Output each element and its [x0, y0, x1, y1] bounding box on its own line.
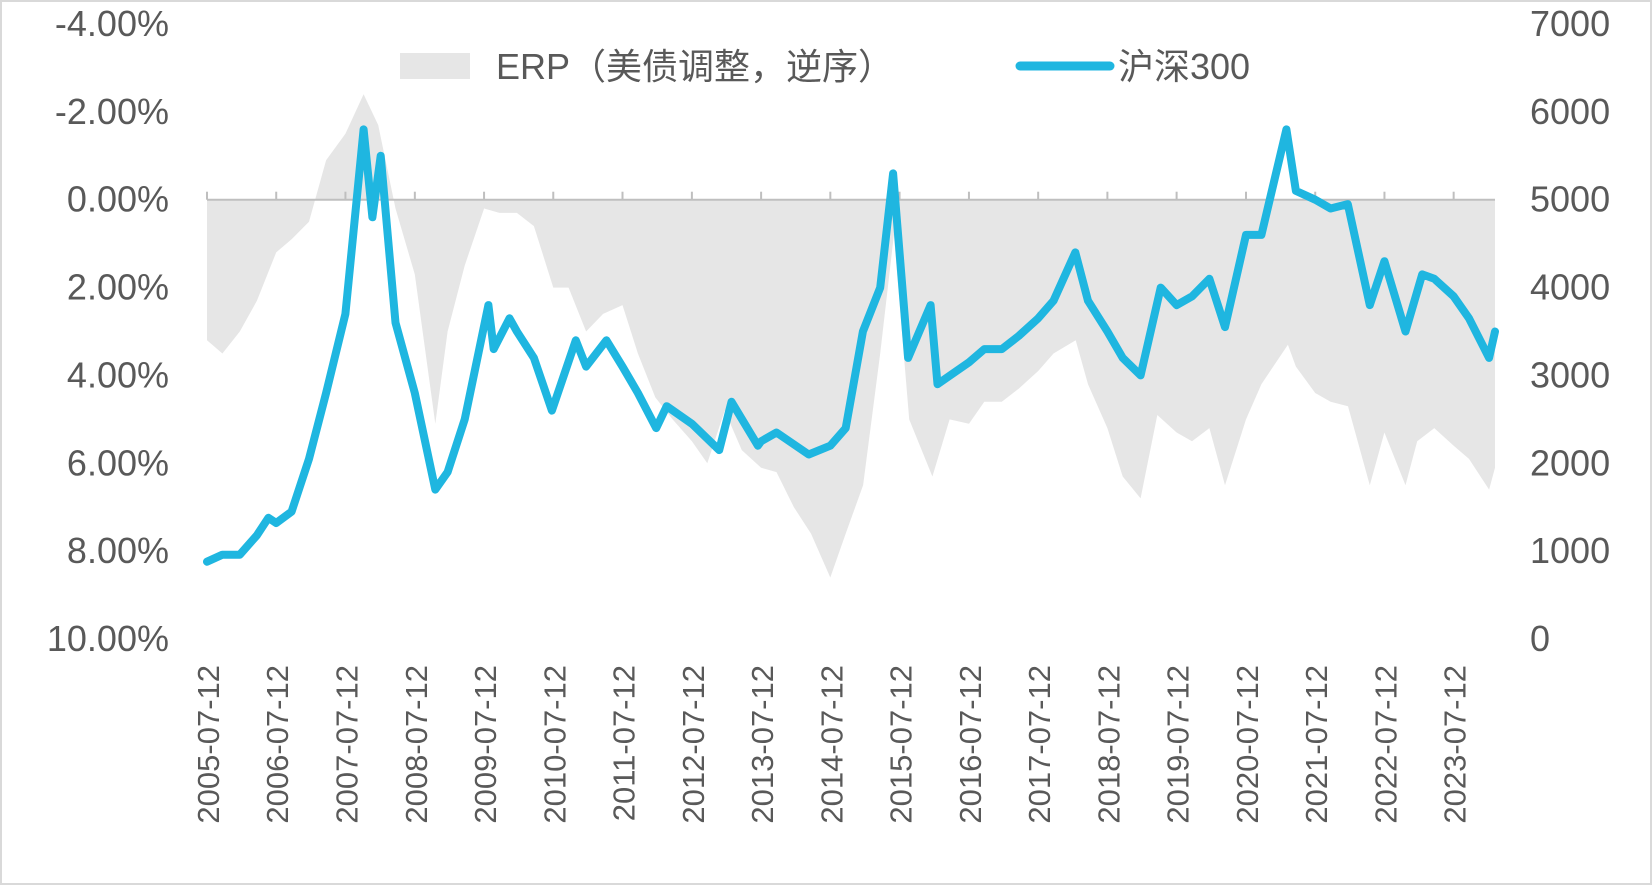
x-tick-label: 2006-07-12 — [260, 665, 295, 824]
x-tick-label: 2017-07-12 — [1022, 665, 1057, 824]
legend-swatch-erp — [400, 53, 470, 79]
x-axis — [206, 191, 1495, 201]
x-tick-label: 2007-07-12 — [329, 665, 364, 824]
x-tick-label: 2018-07-12 — [1091, 665, 1126, 824]
legend: ERP（美债调整，逆序） 沪深300 — [400, 46, 1250, 87]
left-y-tick-label: -4.00% — [55, 3, 169, 44]
x-tick-label: 2016-07-12 — [953, 665, 988, 824]
x-tick-label: 2005-07-12 — [191, 665, 226, 824]
right-y-tick-label: 5000 — [1530, 179, 1610, 220]
x-tick-label: 2015-07-12 — [884, 665, 919, 824]
x-tick-label: 2012-07-12 — [676, 665, 711, 824]
x-tick-label: 2020-07-12 — [1230, 665, 1265, 824]
erp-area-layer — [207, 94, 1495, 578]
left-y-tick-label: -2.00% — [55, 91, 169, 132]
x-tick-label: 2022-07-12 — [1368, 665, 1403, 824]
x-tick-label: 2010-07-12 — [537, 665, 572, 824]
right-y-tick-label: 4000 — [1530, 267, 1610, 308]
left-y-axis: -4.00% -2.00% 0.00% 2.00% 4.00% 6.00% 8.00% 10.… — [47, 3, 169, 659]
right-y-tick-label: 0 — [1530, 618, 1550, 659]
legend-label-erp: ERP（美债调整，逆序） — [496, 46, 894, 87]
right-y-tick-label: 6000 — [1530, 91, 1610, 132]
left-y-tick-label: 0.00% — [67, 179, 169, 220]
right-y-tick-label: 1000 — [1530, 530, 1610, 571]
right-y-axis: 7000 6000 5000 4000 3000 2000 1000 0 — [1530, 3, 1610, 659]
erp-area — [207, 94, 1495, 578]
x-tick-label: 2021-07-12 — [1299, 665, 1334, 824]
hs300-line — [203, 125, 1499, 566]
x-tick-label: 2008-07-12 — [399, 665, 434, 824]
x-tick-label: 2009-07-12 — [468, 665, 503, 824]
left-y-tick-label: 6.00% — [67, 442, 169, 483]
x-tick-label: 2014-07-12 — [814, 665, 849, 824]
legend-label-hs300: 沪深300 — [1118, 46, 1250, 87]
hs300-line-layer — [203, 125, 1499, 566]
x-tick-label: 2019-07-12 — [1161, 665, 1196, 824]
right-y-tick-label: 3000 — [1530, 354, 1610, 395]
left-y-tick-label: 10.00% — [47, 618, 169, 659]
right-y-tick-label: 7000 — [1530, 3, 1610, 44]
left-y-tick-label: 8.00% — [67, 530, 169, 571]
x-tick-label: 2013-07-12 — [745, 665, 780, 824]
right-y-tick-label: 2000 — [1530, 442, 1610, 483]
x-tick-label: 2011-07-12 — [607, 665, 642, 821]
left-y-tick-label: 2.00% — [67, 267, 169, 308]
x-tick-label: 2023-07-12 — [1438, 665, 1473, 824]
x-axis-tick-labels: 2005-07-12 2006-07-12 2007-07-12 2008-07-12… — [191, 665, 1473, 824]
left-y-tick-label: 4.00% — [67, 354, 169, 395]
